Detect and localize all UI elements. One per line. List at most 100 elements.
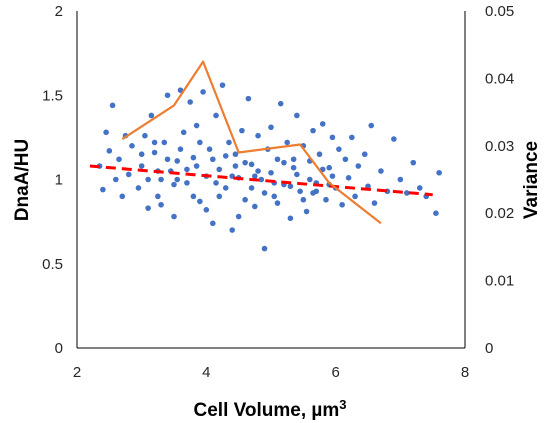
scatter-point bbox=[268, 124, 274, 131]
scatter-series bbox=[96, 82, 442, 252]
y2-tick-label: 0 bbox=[485, 340, 493, 357]
scatter-point bbox=[210, 220, 216, 227]
scatter-point bbox=[180, 129, 187, 136]
y-tick-label: 2 bbox=[55, 3, 63, 20]
y-tick-label: 1 bbox=[55, 172, 63, 189]
scatter-point bbox=[184, 166, 190, 173]
scatter-point bbox=[326, 164, 333, 171]
scatter-point bbox=[213, 180, 219, 186]
x-axis-title: Cell Volume, µm3 bbox=[194, 397, 347, 421]
scatter-point bbox=[290, 164, 297, 171]
scatter-point bbox=[151, 149, 158, 156]
scatter-point bbox=[100, 186, 106, 193]
x-axis-title-superscript: 3 bbox=[339, 397, 346, 412]
scatter-point bbox=[248, 185, 255, 191]
y-tick-label: 0.5 bbox=[42, 256, 63, 273]
scatter-point bbox=[342, 156, 349, 163]
scatter-point bbox=[355, 163, 362, 169]
scatter-point bbox=[155, 193, 161, 200]
scatter-point bbox=[164, 92, 171, 99]
y2-tick-label: 0.03 bbox=[485, 138, 514, 155]
scatter-point bbox=[213, 112, 219, 119]
variance-line bbox=[121, 60, 382, 225]
scatter-point bbox=[242, 159, 248, 166]
scatter-point bbox=[197, 139, 203, 146]
scatter-point bbox=[361, 151, 368, 158]
scatter-point bbox=[261, 190, 268, 196]
scatter-point bbox=[290, 156, 297, 163]
scatter-point bbox=[310, 190, 316, 196]
scatter-point bbox=[142, 132, 148, 139]
scatter-point bbox=[106, 148, 113, 154]
scatter-point bbox=[323, 196, 329, 203]
scatter-point bbox=[190, 154, 197, 161]
scatter-point bbox=[268, 169, 274, 176]
scatter-point bbox=[274, 200, 281, 206]
scatter-point bbox=[206, 146, 213, 152]
scatter-point bbox=[287, 215, 294, 222]
scatter-point bbox=[109, 102, 116, 109]
scatter-point bbox=[255, 132, 261, 139]
scatter-point bbox=[319, 121, 326, 127]
scatter-point bbox=[210, 156, 216, 163]
axes bbox=[76, 11, 466, 349]
scatter-point bbox=[416, 185, 423, 191]
scatter-point bbox=[193, 122, 200, 129]
scatter-point bbox=[345, 175, 352, 181]
scatter-point bbox=[138, 163, 145, 169]
scatter-point bbox=[177, 146, 184, 152]
scatter-point bbox=[287, 183, 294, 190]
trend-line bbox=[89, 164, 433, 197]
scatter-point bbox=[261, 245, 268, 252]
scatter-point bbox=[216, 166, 223, 173]
scatter-point bbox=[135, 185, 142, 191]
scatter-point bbox=[226, 139, 232, 146]
line-series bbox=[89, 60, 433, 225]
scatter-point bbox=[248, 161, 255, 168]
scatter-point bbox=[365, 183, 371, 190]
scatter-point bbox=[239, 127, 245, 134]
scatter-point bbox=[252, 173, 258, 179]
scatter-point bbox=[219, 82, 226, 88]
scatter-point bbox=[158, 201, 164, 208]
y2-tick-label: 0.04 bbox=[485, 70, 514, 87]
scatter-point bbox=[307, 176, 313, 183]
scatter-point bbox=[193, 163, 200, 169]
scatter-point bbox=[158, 176, 164, 183]
scatter-point bbox=[148, 112, 155, 119]
scatter-point bbox=[200, 89, 206, 95]
scatter-point bbox=[138, 151, 145, 158]
y-axis-title: DnaA/HU bbox=[12, 139, 33, 221]
scatter-point bbox=[235, 213, 242, 220]
scatter-point bbox=[352, 193, 358, 200]
x-tick-label: 4 bbox=[202, 364, 210, 381]
scatter-point bbox=[174, 176, 181, 183]
scatter-point bbox=[171, 181, 177, 188]
scatter-point bbox=[310, 127, 316, 134]
y2-tick-label: 0.05 bbox=[485, 3, 514, 20]
scatter-point bbox=[339, 201, 345, 208]
scatter-point bbox=[368, 122, 375, 129]
scatter-point bbox=[281, 159, 287, 166]
scatter-point bbox=[294, 171, 300, 178]
scatter-point bbox=[242, 196, 248, 203]
scatter-point bbox=[203, 207, 210, 213]
scatter-point bbox=[216, 193, 223, 200]
scatter-point bbox=[277, 100, 284, 107]
scatter-point bbox=[116, 156, 122, 163]
y-tick-label: 1.5 bbox=[42, 87, 63, 104]
scatter-point bbox=[252, 203, 258, 210]
scatter-point bbox=[303, 208, 310, 215]
scatter-point bbox=[129, 143, 135, 149]
scatter-point bbox=[433, 210, 439, 216]
y2-axis-title: Variance bbox=[521, 141, 542, 219]
scatter-point bbox=[145, 176, 151, 183]
scatter-point bbox=[391, 136, 397, 142]
scatter-point bbox=[258, 176, 265, 183]
scatter-point bbox=[184, 180, 190, 186]
scatter-point bbox=[164, 156, 171, 163]
scatter-point bbox=[222, 185, 229, 191]
scatter-point bbox=[232, 163, 239, 169]
